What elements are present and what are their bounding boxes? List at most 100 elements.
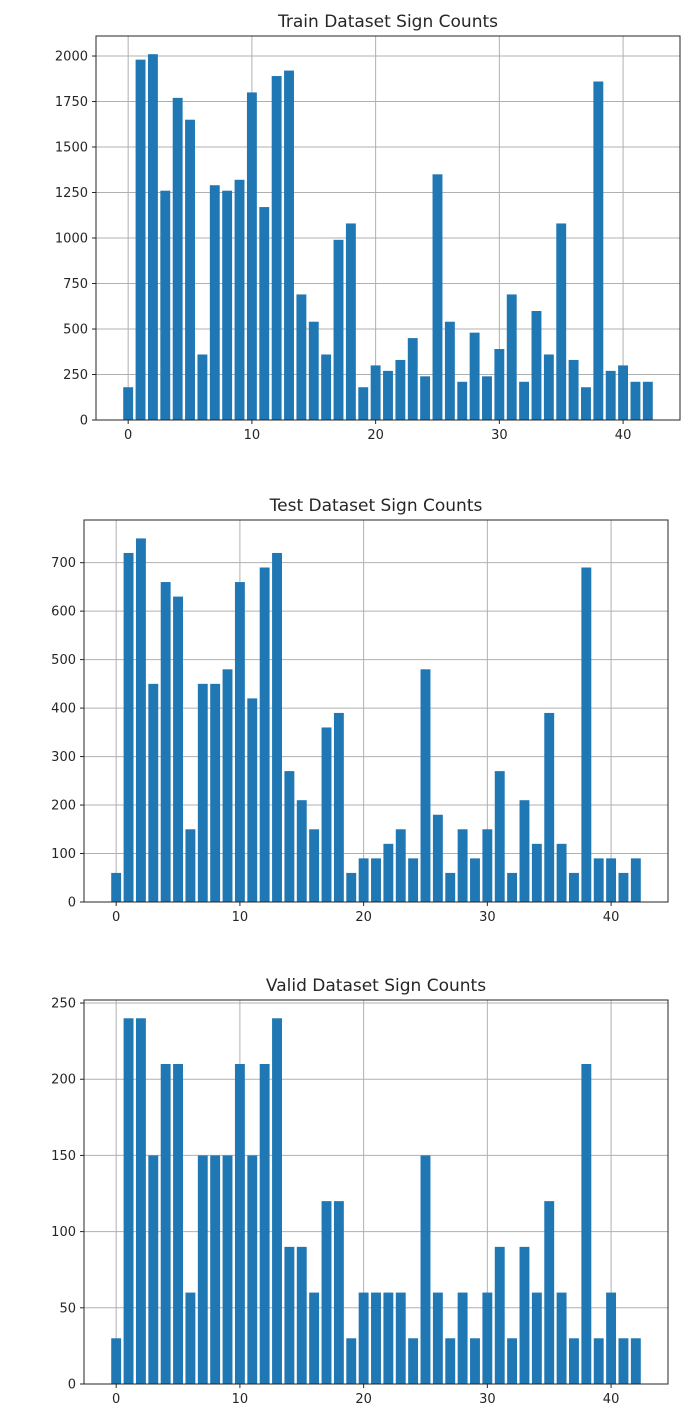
chart-title: Test Dataset Sign Counts (269, 496, 483, 516)
bar (209, 185, 220, 420)
bar (234, 582, 245, 902)
bar (358, 387, 369, 420)
bar (606, 1292, 617, 1384)
bar (135, 59, 146, 421)
bar (148, 1155, 159, 1384)
bar (556, 1292, 567, 1384)
bar (469, 332, 480, 420)
bar (222, 190, 233, 420)
bar (284, 771, 295, 902)
bar (185, 119, 195, 420)
bar (420, 1155, 431, 1384)
y-tick-label: 50 (59, 1301, 76, 1316)
bar (259, 567, 270, 902)
x-tick-label: 30 (491, 428, 508, 443)
bar (543, 354, 554, 420)
chart-title: Train Dataset Sign Counts (277, 12, 498, 32)
bar (494, 349, 505, 420)
x-tick-label: 20 (355, 910, 372, 925)
bar (618, 872, 629, 902)
bar (445, 872, 456, 902)
bar (581, 1064, 592, 1384)
bars (111, 538, 641, 902)
bar (420, 669, 431, 902)
bar (247, 1155, 258, 1384)
bar (457, 381, 468, 420)
test-chart: Test Dataset Sign Counts 0 10 20 30 40010020… (51, 496, 669, 925)
x-tick-label: 40 (603, 1392, 620, 1407)
grid (96, 36, 680, 421)
y-tick-label: 600 (51, 605, 76, 620)
bar (593, 858, 604, 902)
bars (111, 1018, 641, 1384)
bar (111, 872, 122, 902)
x-tick-label: 0 (124, 428, 132, 443)
y-tick-label: 700 (51, 556, 76, 571)
y-tick-label: 1500 (55, 141, 88, 156)
bar (247, 698, 258, 902)
bar (371, 1292, 381, 1384)
x-tick-label: 20 (367, 428, 384, 443)
bar (482, 829, 493, 902)
bar (507, 1338, 518, 1384)
bar (272, 1018, 282, 1384)
bar (507, 872, 518, 902)
bar (345, 223, 356, 420)
bar (135, 1018, 146, 1384)
y-tick-label: 1250 (55, 186, 88, 201)
bar (593, 81, 604, 421)
bar (606, 858, 617, 902)
x-tick-label: 10 (244, 428, 261, 443)
bar (630, 858, 641, 902)
y-tick-label: 100 (51, 1225, 76, 1240)
grid (84, 520, 668, 903)
bar (445, 1338, 456, 1384)
bar (123, 387, 134, 420)
bar (148, 683, 159, 902)
y-tick-label: 200 (51, 1073, 76, 1088)
y-tick-label: 100 (51, 847, 76, 862)
plot-frame (83, 519, 669, 903)
y-tick-label: 250 (63, 368, 88, 383)
bar (210, 683, 221, 902)
bar (135, 538, 146, 902)
x-tick-label: 10 (232, 1392, 249, 1407)
bar (222, 669, 233, 902)
bar (531, 843, 542, 902)
bar (210, 1155, 221, 1384)
bar (308, 321, 319, 420)
bar (284, 70, 294, 421)
bar (197, 1155, 208, 1384)
bar (147, 54, 158, 421)
bar (519, 800, 530, 902)
x-tick-label: 0 (112, 1392, 120, 1407)
bar (506, 294, 517, 420)
bar (556, 843, 567, 902)
bar (569, 1338, 579, 1384)
bar (395, 359, 406, 420)
valid-chart: Valid Dataset Sign Counts 0 10 20 30 40 0 50 10… (51, 976, 669, 1407)
x-tick-label: 30 (479, 910, 496, 925)
bar (370, 365, 381, 420)
bar (111, 1338, 122, 1384)
x-tick-label: 30 (479, 1392, 496, 1407)
bar (432, 814, 443, 902)
bar (173, 596, 183, 902)
bar (333, 712, 344, 902)
bar (284, 1246, 295, 1384)
train-chart: Train Dataset Sign Counts 0 10 20 30 40 0 250 5… (55, 12, 681, 443)
bar (333, 239, 344, 420)
bar (346, 1338, 357, 1384)
bar (371, 858, 381, 902)
bar (494, 771, 505, 902)
y-tick-label: 2000 (55, 50, 88, 65)
bar (605, 370, 616, 420)
y-tick-label: 200 (51, 799, 76, 814)
bar (160, 1064, 171, 1384)
bar (272, 552, 282, 902)
bar (234, 1064, 245, 1384)
bar (531, 310, 542, 420)
bar (185, 829, 196, 902)
bar (581, 567, 592, 902)
